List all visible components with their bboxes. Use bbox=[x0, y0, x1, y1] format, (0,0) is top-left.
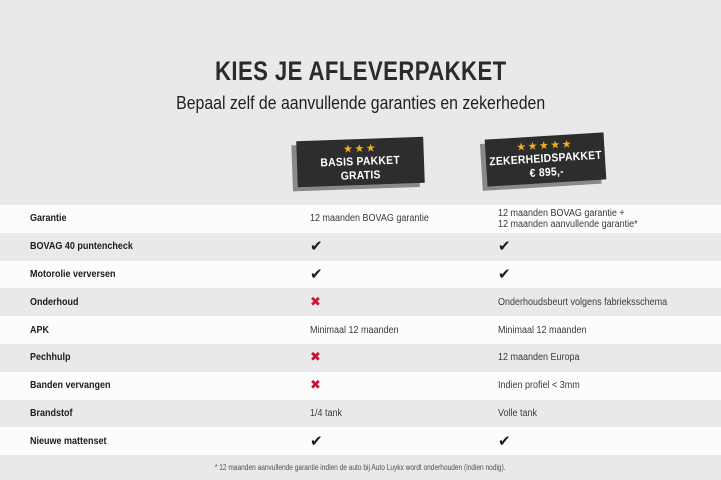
zekerheid-cell: Minimaal 12 maanden bbox=[498, 324, 587, 336]
table-row: Banden vervangen ✖ Indien profiel < 3mm bbox=[0, 371, 721, 400]
row-label: Pechhulp bbox=[30, 352, 71, 364]
basis-cell: ✔ bbox=[310, 264, 323, 283]
page-subtitle: Bepaal zelf de aanvullende garanties en … bbox=[0, 92, 721, 114]
basis-cell: ✔ bbox=[310, 431, 323, 450]
package-price: € 895,- bbox=[528, 165, 564, 181]
package-name: ZEKERHEIDSPAKKET bbox=[488, 149, 603, 169]
table-row: Brandstof 1/4 tank Volle tank bbox=[0, 399, 721, 428]
package-badge-zekerheid[interactable]: ★★★★★ ZEKERHEIDSPAKKET € 895,- bbox=[484, 132, 607, 187]
table-row: Nieuwe mattenset ✔ ✔ bbox=[0, 427, 721, 456]
comparison-table: Garantie 12 maanden BOVAG garantie 12 ma… bbox=[0, 205, 721, 456]
package-badge-basis[interactable]: ★★★ BASIS PAKKET GRATIS bbox=[296, 136, 425, 188]
basis-cell: 1/4 tank bbox=[310, 407, 343, 419]
package-price: GRATIS bbox=[340, 168, 382, 183]
stars-icon: ★★★★★ bbox=[515, 137, 574, 154]
row-label: Garantie bbox=[30, 213, 67, 225]
table-row: Pechhulp ✖ 12 maanden Europa bbox=[0, 343, 721, 372]
zekerheid-cell: Volle tank bbox=[498, 407, 538, 419]
table-row: Garantie 12 maanden BOVAG garantie 12 ma… bbox=[0, 205, 721, 233]
row-label: Brandstof bbox=[30, 407, 73, 419]
table-row: Onderhoud ✖ Onderhoudsbeurt volgens fabr… bbox=[0, 288, 721, 317]
zekerheid-cell: ✔ bbox=[498, 237, 511, 256]
row-label: Nieuwe mattenset bbox=[30, 435, 107, 447]
basis-cell: ✔ bbox=[310, 237, 323, 256]
zekerheid-cell: Indien profiel < 3mm bbox=[498, 380, 580, 392]
row-label: Onderhoud bbox=[30, 296, 79, 308]
row-label: BOVAG 40 puntencheck bbox=[30, 241, 133, 253]
table-row: Motorolie verversen ✔ ✔ bbox=[0, 260, 721, 289]
zekerheid-cell: Onderhoudsbeurt volgens fabrieksschema bbox=[498, 296, 668, 308]
page-title: KIES JE AFLEVERPAKKET bbox=[0, 56, 721, 86]
basis-cell: Minimaal 12 maanden bbox=[310, 324, 399, 336]
row-label: APK bbox=[30, 324, 50, 336]
table-row: BOVAG 40 puntencheck ✔ ✔ bbox=[0, 232, 721, 261]
basis-cell: 12 maanden BOVAG garantie bbox=[310, 213, 429, 225]
zekerheid-cell: 12 maanden Europa bbox=[498, 352, 580, 364]
row-label: Motorolie verversen bbox=[30, 268, 116, 280]
row-label: Banden vervangen bbox=[30, 380, 111, 392]
stars-icon: ★★★ bbox=[342, 140, 378, 156]
basis-cell: ✖ bbox=[310, 350, 321, 366]
page-subtitle-text: Bepaal zelf de aanvullende garanties en … bbox=[176, 93, 545, 113]
footnote: * 12 maanden aanvullende garantie indien… bbox=[0, 455, 721, 480]
zekerheid-cell: 12 maanden BOVAG garantie + 12 maanden a… bbox=[498, 207, 638, 230]
package-name: BASIS PAKKET bbox=[320, 154, 401, 169]
zekerheid-cell: ✔ bbox=[498, 264, 511, 283]
footnote-text: * 12 maanden aanvullende garantie indien… bbox=[215, 463, 506, 472]
zekerheid-cell: ✔ bbox=[498, 431, 511, 450]
basis-cell: ✖ bbox=[310, 294, 321, 310]
table-row: APK Minimaal 12 maanden Minimaal 12 maan… bbox=[0, 316, 721, 344]
page-title-text: KIES JE AFLEVERPAKKET bbox=[214, 56, 507, 86]
basis-cell: ✖ bbox=[310, 378, 321, 394]
